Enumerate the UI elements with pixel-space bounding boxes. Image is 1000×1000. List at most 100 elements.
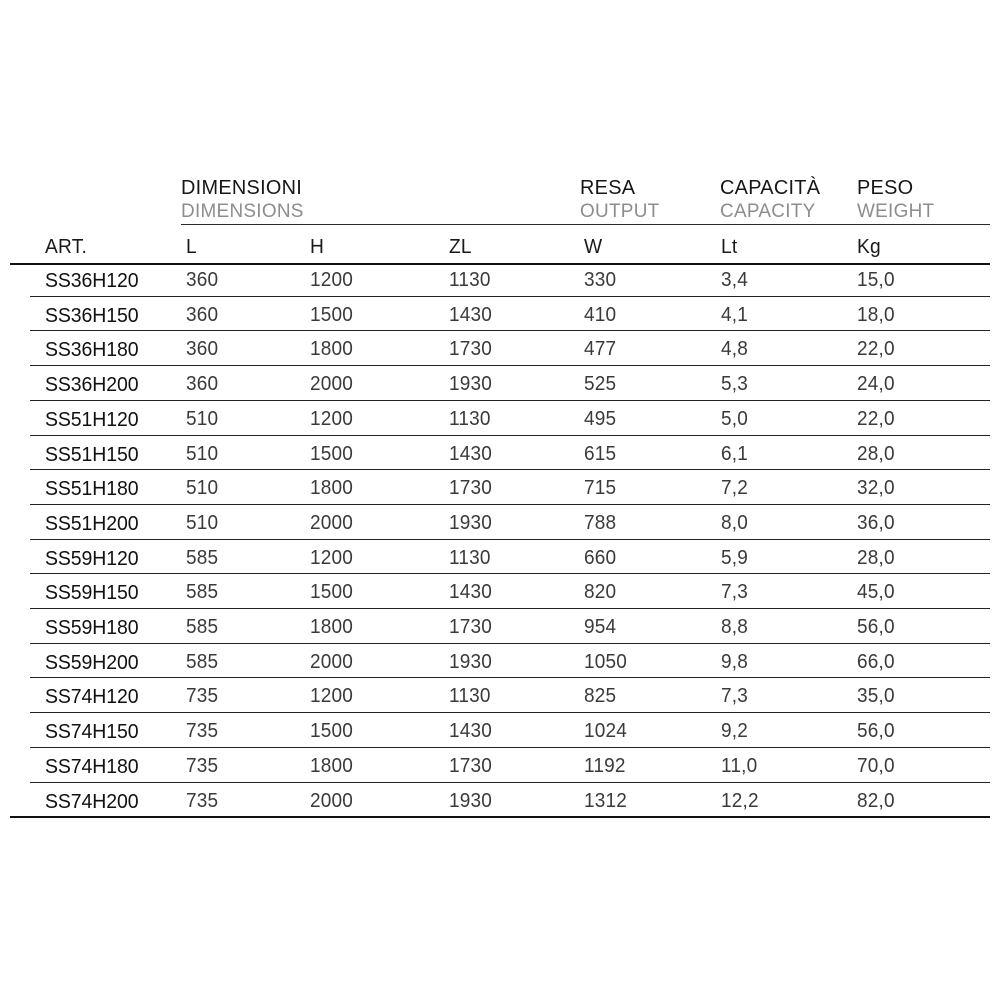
cell-article-code: SS59H200: [45, 650, 139, 674]
cell-lt: 4,1: [721, 303, 748, 326]
cell-article-code: SS51H180: [45, 477, 139, 501]
cell-zl: 1930: [449, 373, 493, 396]
cell-h: 1800: [310, 616, 354, 638]
row-separator: [30, 399, 990, 401]
cell-lt: 11,0: [721, 754, 758, 777]
cell-l: 360: [186, 269, 219, 291]
cell-l: 735: [186, 720, 219, 743]
cell-kg: 82,0: [857, 789, 895, 812]
cell-article-code: SS36H200: [45, 373, 139, 397]
cell-article-code: SS59H150: [45, 581, 139, 605]
table-bottom-rule: [10, 816, 990, 819]
cell-h: 1500: [310, 303, 354, 326]
group-header-en: WEIGHT: [857, 199, 935, 222]
cell-kg: 18,0: [857, 303, 895, 326]
cell-article-code: SS59H120: [45, 546, 139, 570]
cell-l: 735: [186, 754, 219, 777]
cell-w: 788: [584, 511, 617, 534]
cell-kg: 24,0: [857, 373, 895, 396]
row-separator: [30, 642, 990, 644]
column-header-art: ART.: [45, 236, 88, 258]
cell-w: 477: [584, 338, 617, 361]
cell-l: 360: [186, 303, 219, 326]
row-separator: [30, 434, 990, 436]
group-header-peso: PESO WEIGHT: [857, 176, 937, 222]
cell-w: 1192: [584, 754, 626, 777]
header-rule: [10, 263, 990, 266]
cell-kg: 56,0: [857, 720, 895, 743]
cell-article-code: SS74H180: [45, 754, 139, 778]
cell-h: 1200: [310, 685, 354, 708]
cell-zl: 1730: [449, 338, 493, 361]
cell-l: 735: [186, 789, 219, 812]
cell-zl: 1130: [449, 685, 491, 708]
cell-zl: 1930: [449, 650, 493, 673]
cell-kg: 35,0: [857, 685, 895, 708]
cell-h: 2000: [310, 373, 354, 396]
cell-article-code: SS74H200: [45, 789, 139, 813]
row-separator: [30, 677, 990, 679]
cell-zl: 1130: [449, 269, 491, 291]
cell-zl: 1930: [449, 789, 493, 812]
cell-kg: 32,0: [857, 477, 895, 500]
cell-h: 1200: [310, 269, 354, 291]
group-header-it: RESA: [580, 176, 636, 199]
cell-lt: 4,8: [721, 338, 748, 361]
column-header-zl: ZL: [449, 236, 472, 258]
cell-l: 510: [186, 477, 219, 500]
cell-zl: 1130: [449, 407, 491, 430]
cell-kg: 22,0: [857, 338, 895, 361]
group-header-en: DIMENSIONS: [181, 199, 304, 222]
cell-lt: 7,3: [721, 685, 748, 708]
row-separator: [30, 781, 990, 783]
cell-lt: 6,1: [721, 442, 748, 465]
cell-kg: 28,0: [857, 546, 895, 569]
cell-w: 525: [584, 373, 617, 396]
cell-h: 1200: [310, 546, 354, 569]
row-separator: [30, 712, 990, 714]
cell-article-code: SS74H150: [45, 720, 139, 744]
cell-w: 330: [584, 269, 617, 291]
cell-l: 510: [186, 511, 219, 534]
cell-zl: 1430: [449, 303, 493, 326]
row-separator: [30, 538, 990, 540]
row-separator: [30, 608, 990, 609]
group-header-dimensioni: DIMENSIONI DIMENSIONS: [181, 177, 308, 222]
cell-l: 585: [186, 581, 219, 604]
cell-w: 820: [584, 581, 617, 604]
cell-l: 510: [186, 407, 219, 430]
cell-h: 2000: [310, 511, 354, 534]
group-header-it: CAPACITÀ: [720, 176, 821, 199]
group-header-capacit: CAPACITÀ CAPACITY: [720, 176, 823, 221]
cell-zl: 1730: [449, 477, 493, 500]
cell-lt: 3,4: [721, 269, 748, 291]
cell-zl: 1430: [449, 720, 493, 743]
cell-w: 825: [584, 685, 617, 708]
cell-article-code: SS51H150: [45, 442, 139, 466]
cell-article-code: SS36H120: [45, 269, 139, 292]
cell-lt: 5,3: [721, 373, 748, 396]
group-header-rule: [181, 224, 990, 225]
cell-kg: 28,0: [857, 442, 895, 465]
cell-w: 410: [584, 303, 617, 326]
column-header-lt: Lt: [721, 236, 738, 258]
cell-h: 2000: [310, 789, 354, 812]
cell-l: 585: [186, 650, 219, 673]
cell-zl: 1130: [449, 546, 491, 569]
cell-zl: 1430: [449, 442, 493, 465]
cell-kg: 45,0: [857, 581, 895, 604]
row-separator: [30, 573, 990, 575]
cell-w: 1050: [584, 650, 628, 673]
cell-article-code: SS51H200: [45, 511, 139, 535]
cell-h: 1200: [310, 407, 354, 430]
cell-l: 585: [186, 546, 219, 569]
cell-article-code: SS36H150: [45, 303, 139, 327]
cell-lt: 9,2: [721, 720, 748, 743]
row-separator: [30, 295, 990, 297]
cell-l: 360: [186, 373, 219, 396]
group-header-en: OUTPUT: [580, 199, 660, 222]
cell-lt: 5,0: [721, 407, 748, 430]
group-header-it: PESO: [857, 176, 914, 199]
cell-l: 360: [186, 338, 219, 361]
row-separator: [30, 365, 990, 367]
